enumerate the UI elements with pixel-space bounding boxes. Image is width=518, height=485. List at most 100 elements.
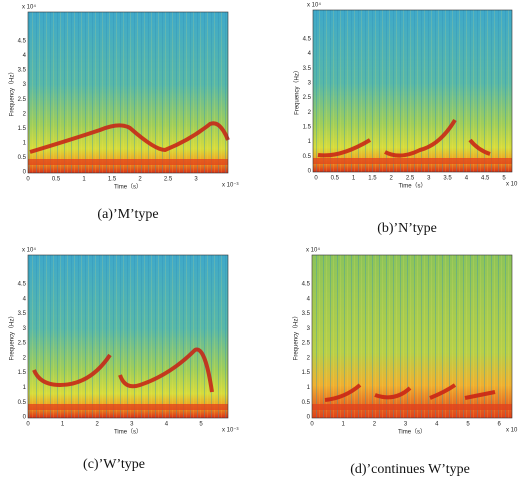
y-tick-label: 0 [308,169,312,175]
spectrogram-texture [313,10,512,172]
y-tick-label: 0.5 [303,154,312,160]
x-tick-label: 3 [130,422,134,428]
y-tick-label: 3 [23,82,27,88]
x-tick-label: 1 [61,422,65,428]
x-tick-label: 2 [96,422,100,428]
y-axis-label: Frequency（Hz） [9,69,16,117]
y-tick-label: 1 [307,385,311,391]
y-tick-label: 0 [307,415,311,421]
x-tick-label: 1 [352,176,356,182]
y-tick-label: 3 [23,326,27,332]
x-tick-label: 0 [26,422,30,428]
x-tick-label: 3.5 [443,176,452,182]
x-tick-label: 5 [199,422,203,428]
x-tick-label: 4 [465,176,469,182]
y-tick-label: 3.5 [18,311,27,317]
y-exponent: x 10⁴ [306,247,320,254]
y-axis-label: Frequency（Hz） [9,313,16,361]
y-tick-label: 4.5 [303,37,312,43]
y-tick-label: 1 [23,140,27,146]
low-band [312,404,512,410]
low-band [28,159,228,165]
caption: (b)’N’type [377,221,437,236]
x-axis-label: Time（s） [398,183,426,190]
x-tick-label: 2.5 [164,177,173,183]
caption: (d)’continues W’type [350,462,470,477]
low-band [313,158,512,164]
x-tick-label: 6 [498,422,502,428]
x-tick-label: 1.5 [368,176,377,182]
y-tick-label: 2.5 [303,95,312,101]
plot-frame [27,11,229,174]
y-axis-label: Frequency（Hz） [293,313,300,361]
plot-frame [27,254,229,419]
y-tick-label: 0.5 [18,155,27,161]
x-exponent: x 10⁻³ [506,182,518,188]
y-tick-label: 3 [308,81,312,87]
y-tick-label: 1.5 [18,126,27,132]
y-tick-label: 2 [308,110,312,116]
y-tick-label: 2 [307,355,311,361]
y-tick-label: 0.5 [302,400,311,406]
y-tick-label: 4 [308,51,312,57]
x-tick-label: 0 [310,422,314,428]
spectrogram-texture [28,12,228,173]
x-tick-label: 1 [342,422,346,428]
x-tick-label: 3 [404,422,408,428]
call-contour [317,118,491,158]
y-tick-label: 4 [307,296,311,302]
x-tick-label: 1.5 [108,177,117,183]
spectrogram-texture [28,255,228,418]
y-tick-label: 2.5 [302,341,311,347]
x-axis-label: Time（s） [398,429,426,436]
y-tick-label: 4.5 [18,39,27,45]
y-tick-label: 0.5 [18,400,27,406]
spectrogram-texture [312,255,512,418]
y-tick-label: 3.5 [302,311,311,317]
x-tick-label: 2 [138,177,142,183]
y-tick-label: 0 [23,170,27,176]
y-tick-label: 1.5 [303,125,312,131]
x-tick-label: 3 [427,176,431,182]
x-tick-label: 4 [435,422,439,428]
y-tick-label: 1 [308,139,312,145]
plot-frame [312,9,513,173]
caption: (a)’M’type [97,207,158,222]
x-tick-label: 5 [466,422,470,428]
y-tick-label: 3.5 [18,68,27,74]
x-exponent: x 10⁻³ [222,183,239,189]
x-tick-label: 1 [82,177,86,183]
y-exponent: x 10⁴ [22,4,36,11]
call-contour [29,121,230,154]
y-tick-label: 1.5 [18,370,27,376]
x-exponent: x 10 [506,428,518,434]
y-tick-label: 1 [23,385,27,391]
x-tick-label: 0 [314,176,318,182]
x-exponent: x 10⁻³ [222,428,239,434]
low-band [28,404,228,410]
x-tick-label: 0.5 [331,176,340,182]
y-tick-label: 2 [23,111,27,117]
y-tick-label: 2.5 [18,97,27,103]
y-tick-label: 2.5 [18,341,27,347]
y-tick-label: 4.5 [18,282,27,288]
y-tick-label: 3 [307,326,311,332]
x-tick-label: 0 [26,177,30,183]
x-tick-label: 2.5 [406,176,415,182]
x-tick-label: 2 [373,422,377,428]
x-tick-label: 4 [165,422,169,428]
x-tick-label: 3 [194,177,198,183]
x-tick-label: 0.5 [52,177,61,183]
x-axis-label: Time（s） [114,429,142,436]
caption: (c)’W’type [83,457,145,472]
y-tick-label: 4 [23,53,27,59]
y-exponent: x 10⁴ [307,2,321,9]
plot-frame [311,254,513,419]
x-tick-label: 5 [502,176,506,182]
y-tick-label: 4.5 [302,282,311,288]
y-tick-label: 4 [23,296,27,302]
y-tick-label: 0 [23,415,27,421]
y-tick-label: 3.5 [303,66,312,72]
y-axis-label: Frequency（Hz） [294,67,301,115]
